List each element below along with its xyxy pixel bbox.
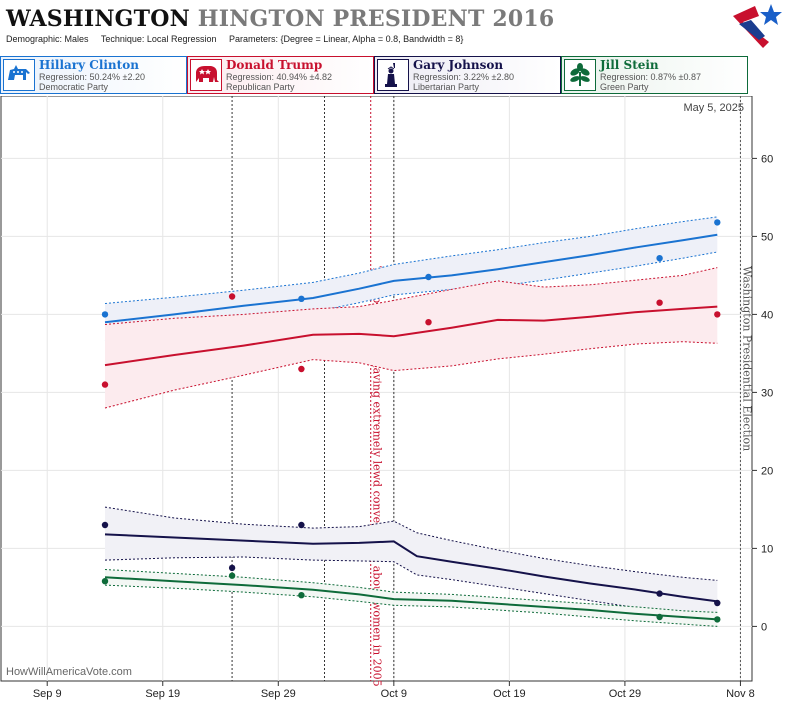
poll-point	[656, 255, 663, 262]
regression-line	[104, 576, 718, 621]
poll-point	[298, 592, 305, 599]
regression-line	[104, 533, 718, 603]
x-tick-label: Oct 29	[609, 688, 641, 700]
x-tick-label: Sep 19	[145, 688, 180, 700]
y-tick-label: 30	[761, 387, 773, 399]
x-tick-label: Sep 29	[261, 688, 296, 700]
y-tick-label: 50	[761, 231, 773, 243]
x-tick-label: Oct 19	[493, 688, 525, 700]
poll-point	[714, 616, 721, 623]
candidate-card-clinton: Hillary Clinton Regression: 50.24% ±2.20…	[0, 56, 187, 94]
poll-point	[714, 311, 721, 318]
event-label: Trump recorded having extremely lewd con…	[371, 266, 384, 687]
confidence-band	[105, 267, 718, 408]
confidence-band	[105, 507, 718, 621]
candidate-legend: Hillary Clinton Regression: 50.24% ±2.20…	[0, 56, 789, 94]
candidate-card-trump: Donald Trump Regression: 40.94% ±4.82 Re…	[187, 56, 374, 94]
poll-point	[228, 293, 236, 300]
x-tick-label: Oct 9	[381, 688, 407, 700]
star-flag-logo-icon	[733, 4, 782, 48]
candidate-card-stein: Jill Stein Regression: 0.87% ±0.87 Green…	[561, 56, 748, 94]
poll-point	[714, 599, 721, 607]
poll-point	[714, 219, 721, 226]
candidate-name: Jill Stein	[600, 58, 659, 72]
title-sub: HINGTON PRESIDENT 2016	[197, 6, 555, 32]
candidate-card-johnson: Gary Johnson Regression: 3.22% ±2.80 Lib…	[374, 56, 561, 94]
upper-bound-line	[104, 569, 718, 613]
candidate-name: Donald Trump	[226, 58, 323, 72]
title-main: WASHINGTON	[6, 6, 190, 32]
upper-bound-line	[104, 267, 718, 325]
poll-point	[425, 319, 432, 326]
poll-point	[298, 295, 305, 302]
page-title: WASHINGTON HINGTON PRESIDENT 2016	[6, 6, 554, 32]
watermark: HowWillAmericaVote.com	[6, 666, 132, 678]
upper-bound-line	[104, 216, 718, 304]
parameter-line: Demographic: Males Technique: Local Regr…	[6, 34, 473, 44]
x-tick-label: Sep 9	[33, 688, 62, 700]
candidate-name: Gary Johnson	[413, 58, 504, 72]
poll-point	[656, 590, 663, 597]
liberty-statue-icon	[377, 59, 409, 91]
y-tick-label: 60	[761, 153, 773, 165]
elephant-icon	[190, 59, 222, 91]
series-jill-stein	[101, 569, 721, 627]
poll-point	[228, 572, 236, 579]
poll-point	[101, 381, 109, 388]
poll-point	[298, 521, 305, 529]
plant-icon	[564, 59, 596, 91]
poll-point	[101, 578, 109, 585]
poll-point	[228, 564, 236, 572]
demographic-text: Demographic: Males	[6, 34, 89, 44]
y-tick-label: 20	[761, 465, 773, 477]
regression-line	[104, 233, 718, 324]
technique-text: Technique: Local Regression	[100, 34, 217, 44]
chart-header: WASHINGTON HINGTON PRESIDENT 2016 Demogr…	[0, 0, 789, 56]
poll-point	[656, 299, 663, 306]
y-tick-label: 40	[761, 309, 773, 321]
event-label: Washington Presidential Election	[740, 266, 753, 451]
lower-bound-line	[104, 584, 718, 627]
poll-point	[656, 613, 663, 621]
candidate-party: Green Party	[600, 82, 649, 92]
candidate-regression: Regression: 3.22% ±2.80	[413, 72, 514, 82]
x-tick-label: Nov 8	[726, 688, 755, 700]
candidate-regression: Regression: 0.87% ±0.87	[600, 72, 701, 82]
poll-regression-chart: Sep 9 Sep 19 Sep 29 Oct 9 Oct 19 Oct 29 Nov 8 0…	[0, 96, 773, 700]
regression-line	[104, 305, 718, 367]
candidate-party: Republican Party	[226, 82, 295, 92]
candidate-name: Hillary Clinton	[39, 58, 139, 72]
poll-point	[298, 365, 305, 373]
candidate-party: Libertarian Party	[413, 82, 480, 92]
candidate-regression: Regression: 50.24% ±2.20	[39, 72, 146, 82]
candidate-party: Democratic Party	[39, 82, 109, 92]
y-tick-label: 10	[761, 543, 773, 555]
poll-point	[101, 521, 109, 529]
poll-point	[425, 273, 432, 281]
confidence-band	[105, 569, 718, 627]
donkey-icon	[3, 59, 35, 91]
poll-point	[101, 311, 109, 318]
y-tick-label: 0	[761, 621, 767, 633]
candidate-regression: Regression: 40.94% ±4.82	[226, 72, 333, 82]
parameters-text: Parameters: {Degree = Linear, Alpha = 0.…	[228, 34, 464, 44]
date-label: May 5, 2025	[683, 102, 744, 114]
lower-bound-line	[104, 341, 718, 409]
series-donald-trump	[101, 267, 721, 409]
